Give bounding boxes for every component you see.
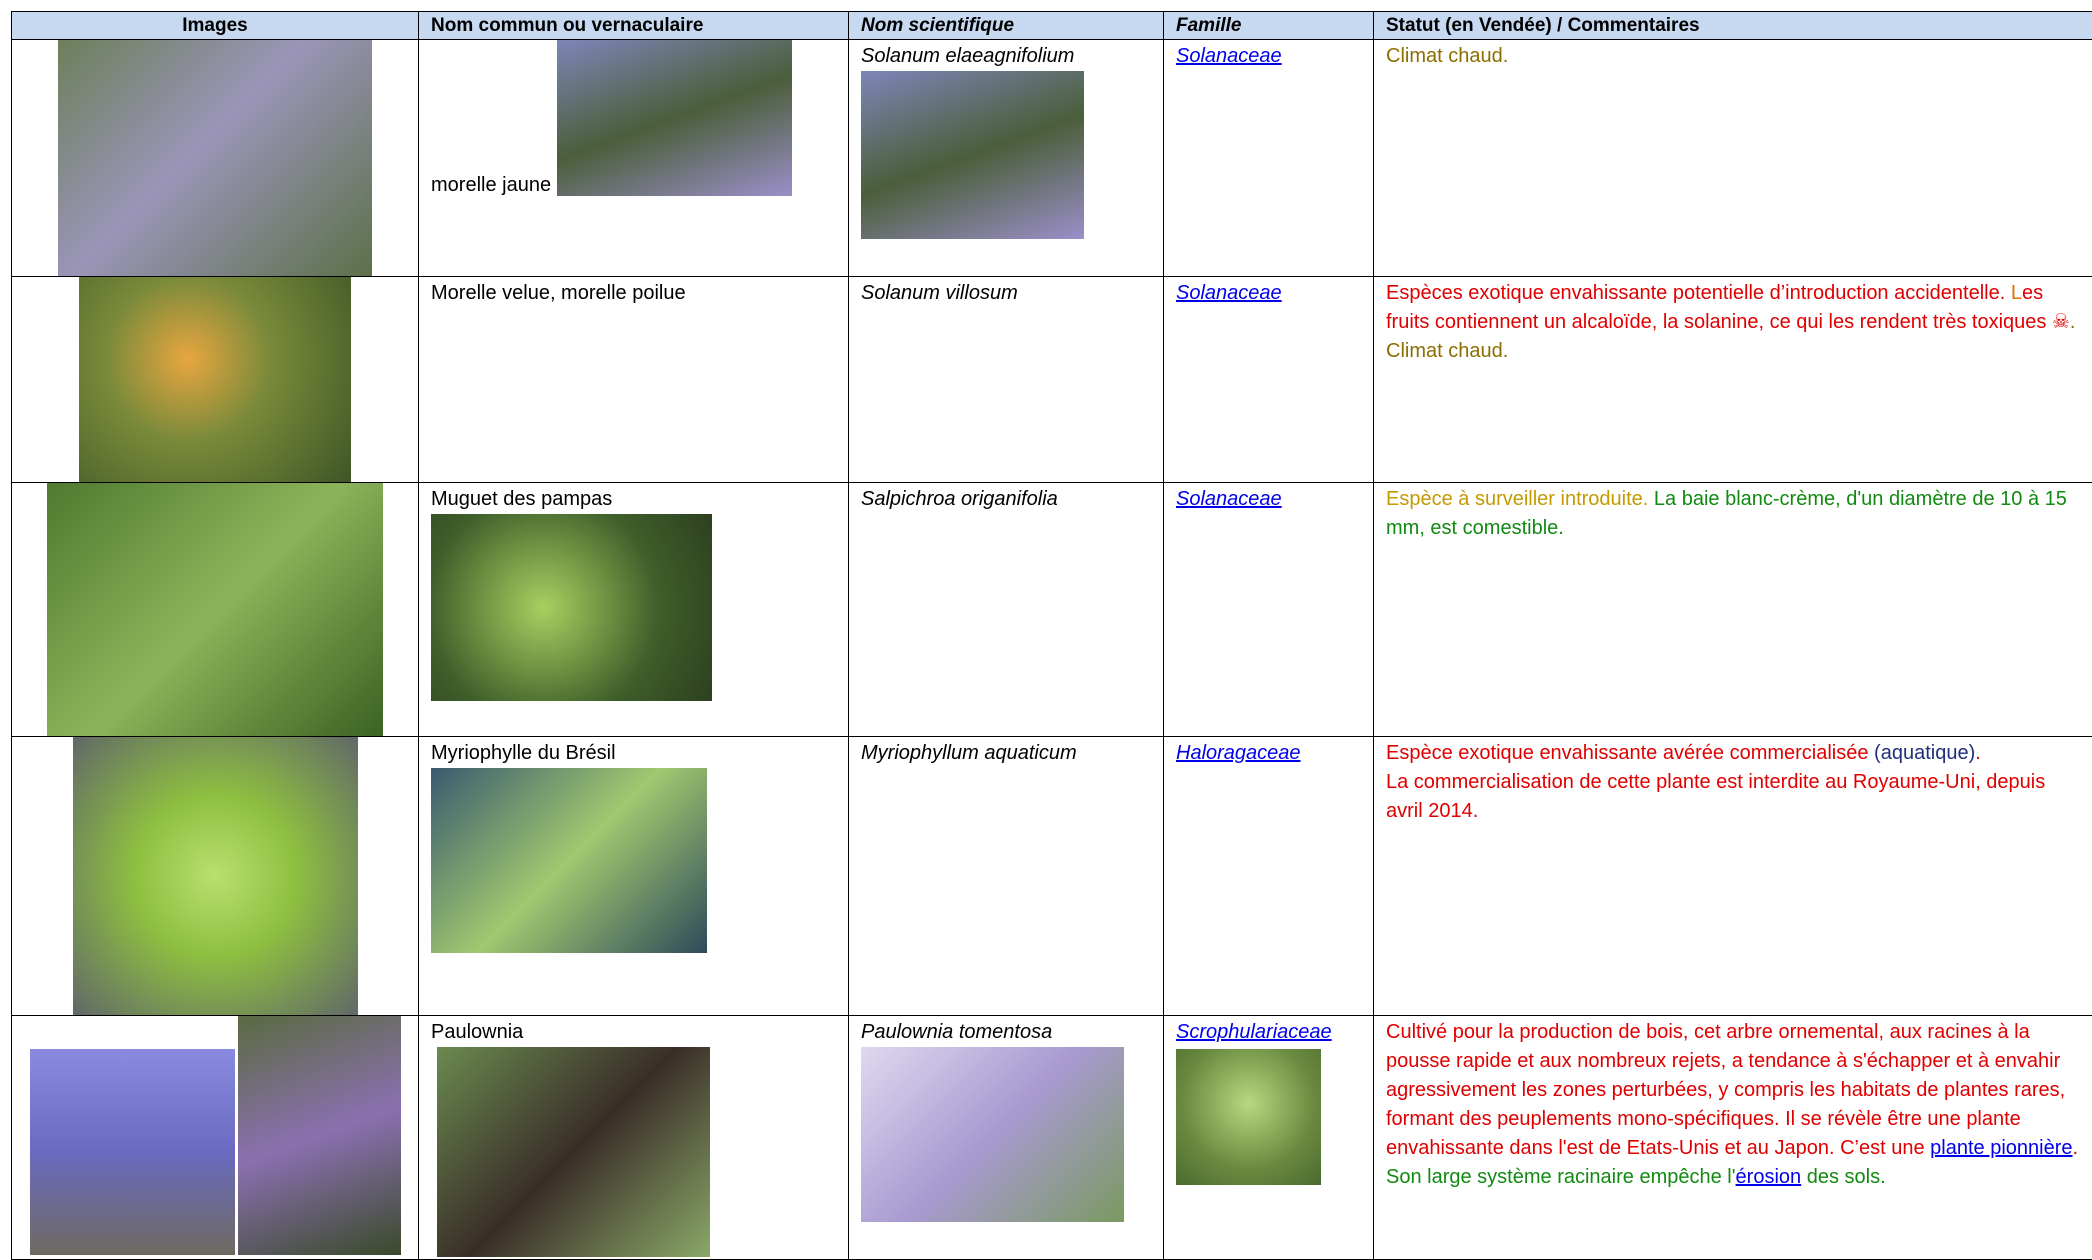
scientific-name: Solanum elaeagnifolium [861,42,1151,71]
photo [861,71,1084,239]
plant-table: Images Nom commun ou vernaculaire Nom sc… [11,11,2092,1260]
comment: Espèce à surveiller introduite. [1386,488,1648,510]
comment: (aquatique) [1874,742,1975,764]
family-link[interactable]: Scrophulariaceae [1176,1021,1332,1043]
header-row: Images Nom commun ou vernaculaire Nom sc… [12,12,2092,40]
header-cell: Nom commun ou vernaculaire [419,12,849,40]
common-name: Myriophylle du Brésil [431,739,836,768]
header-cell: Statut (en Vendée) / Commentaires [1374,12,2092,40]
header-cell: Famille [1164,12,1374,40]
photo [30,1049,235,1255]
comment: La commercialisation de cette plante est… [1386,768,2080,826]
family-link[interactable]: Solanaceae [1176,282,1282,304]
photo [79,277,351,482]
family-link[interactable]: Solanaceae [1176,45,1282,67]
header-cell: Nom scientifique [849,12,1164,40]
row: morelle jaune Solanum elaeagnifolium Sol… [12,40,2092,277]
comment: Espèces exotique envahissante potentiell… [1386,282,2011,304]
photo [431,514,712,701]
photo [557,40,792,196]
common-name: Paulownia [431,1018,836,1047]
photo [1176,1049,1321,1185]
row: Muguet des pampas Salpichroa origanifoli… [12,483,2092,737]
scientific-name: Salpichroa origanifolia [849,483,1164,737]
comment: Son large système racinaire empêche l' [1386,1166,1736,1188]
photo [431,768,707,953]
scientific-name: Myriophyllum aquaticum [849,737,1164,1016]
link[interactable]: érosion [1736,1166,1802,1188]
row: Morelle velue, morelle poilue Solanum vi… [12,277,2092,483]
photo [437,1047,710,1257]
header-cell: Images [12,12,419,40]
photo [238,1016,401,1255]
family-link[interactable]: Haloragaceae [1176,742,1301,764]
toxic-icon: ☠ [2052,311,2070,333]
common-name: Muguet des pampas [431,485,836,514]
common-name: morelle jaune [431,174,551,196]
common-name: Morelle velue, morelle poilue [419,277,849,483]
comment: Climat chaud. [1386,45,1508,67]
row: Paulownia Paulownia tomentosa Scrophular… [12,1016,2092,1260]
link[interactable]: plante pionnière [1930,1137,2072,1159]
comment: Espèce exotique envahissante avérée comm… [1386,742,1874,764]
photo [58,40,372,276]
scientific-name: Paulownia tomentosa [861,1018,1151,1047]
family-link[interactable]: Solanaceae [1176,488,1282,510]
photo [47,483,383,736]
comment: L [2011,282,2022,304]
comment: . [1975,742,1981,764]
scientific-name: Solanum villosum [849,277,1164,483]
comment: des sols. [1801,1166,1885,1188]
comment: . [2072,1137,2078,1159]
photo [73,737,358,1015]
photo [861,1047,1124,1222]
row: Myriophylle du Brésil Myriophyllum aquat… [12,737,2092,1016]
